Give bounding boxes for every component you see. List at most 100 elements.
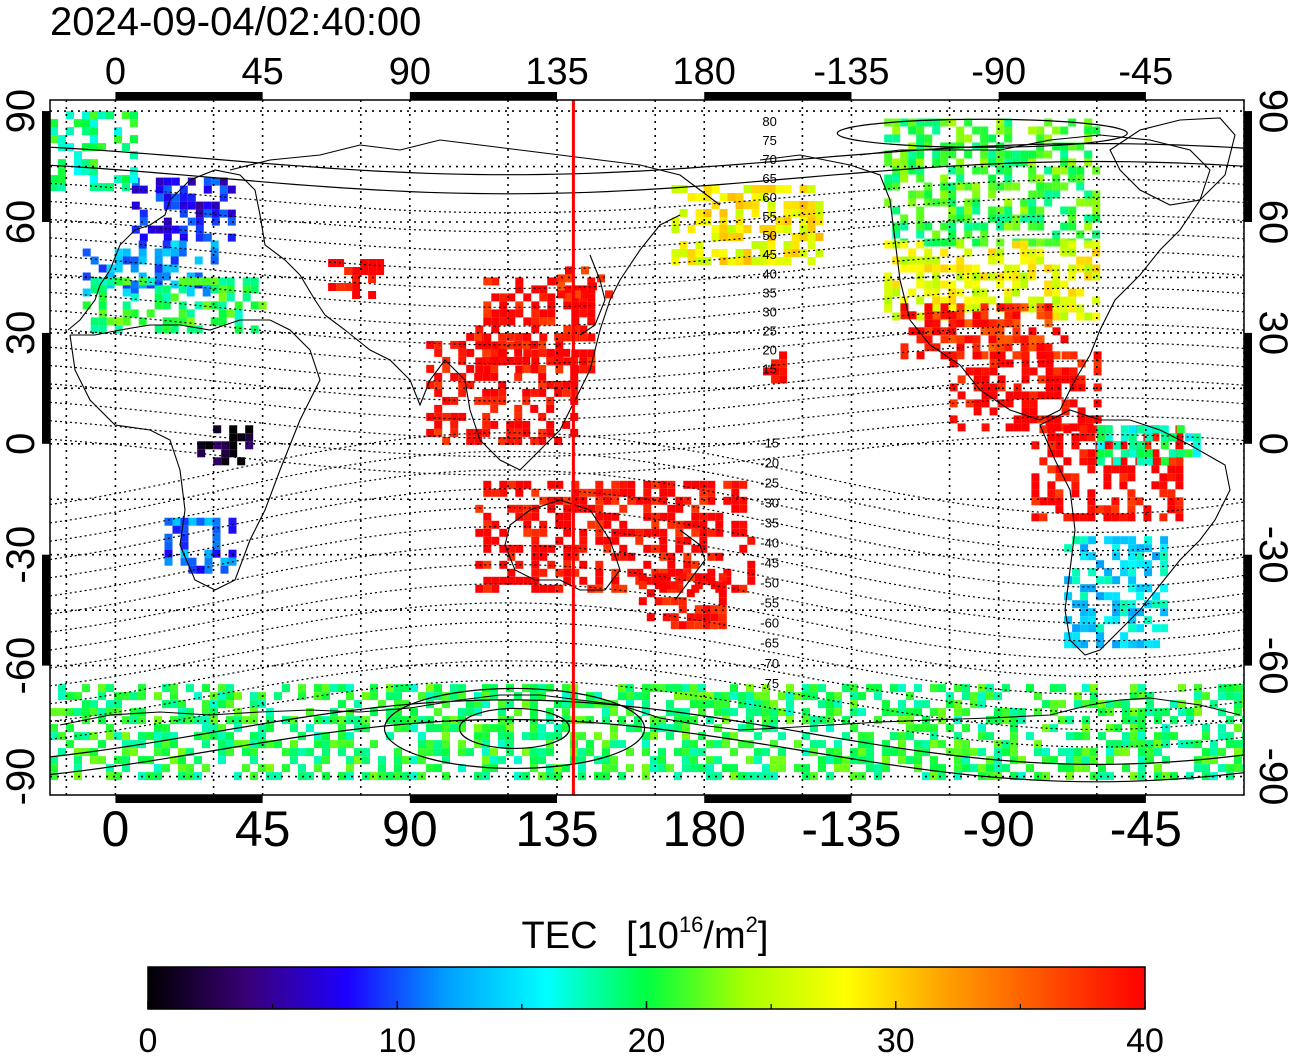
- tec-cell: [1072, 632, 1081, 641]
- tec-cell: [298, 692, 306, 701]
- tec-cell: [972, 311, 981, 320]
- tec-cell: [1111, 505, 1120, 514]
- tec-cell: [1151, 449, 1160, 458]
- tec-cell: [900, 158, 909, 167]
- tec-cell: [539, 520, 548, 529]
- tec-cell: [1170, 732, 1178, 741]
- tec-cell: [186, 684, 194, 693]
- tec-cell: [466, 748, 474, 757]
- tec-cell: [972, 280, 981, 289]
- tec-cell: [1234, 748, 1242, 757]
- tec-cell: [114, 317, 123, 326]
- tec-cell: [1072, 600, 1081, 609]
- tec-cell: [1071, 441, 1080, 450]
- tec-cell: [1146, 692, 1154, 701]
- tec-cell: [1064, 544, 1073, 553]
- tec-cell: [1186, 772, 1194, 781]
- tec-cell: [1063, 425, 1072, 434]
- tec-cell: [1066, 716, 1074, 725]
- tec-cell: [1106, 724, 1114, 733]
- tec-cell: [482, 420, 491, 429]
- tec-cell: [1028, 272, 1037, 281]
- tec-cell: [898, 716, 906, 725]
- lat-tick-label: 0: [0, 433, 43, 455]
- tec-cell: [410, 724, 418, 733]
- tec-cell: [906, 708, 914, 717]
- tec-cell: [1074, 732, 1082, 741]
- tec-cell: [515, 576, 524, 585]
- tec-cell: [1037, 391, 1046, 400]
- tec-cell: [1226, 732, 1234, 741]
- tec-cell: [980, 311, 989, 320]
- tec-cell: [651, 512, 660, 521]
- lat-tick-label: 90: [0, 89, 43, 134]
- tec-cell: [1096, 560, 1105, 569]
- maglat-contour: [50, 563, 1244, 642]
- tec-cell: [746, 708, 754, 717]
- tec-cell: [1186, 740, 1194, 749]
- tec-cell: [1071, 481, 1080, 490]
- tec-cell: [531, 568, 540, 577]
- maglat-label: -55: [760, 596, 779, 611]
- tec-cell: [1044, 166, 1053, 175]
- tec-cell: [1082, 684, 1090, 693]
- tec-cell: [1072, 536, 1081, 545]
- tec-cell: [890, 748, 898, 757]
- tec-cell: [122, 740, 130, 749]
- tec-cell: [996, 303, 1005, 312]
- tec-cell: [964, 248, 973, 257]
- tec-cell: [686, 621, 695, 630]
- tec-cell: [547, 317, 556, 326]
- tec-cell: [546, 748, 554, 757]
- tec-cell: [578, 700, 586, 709]
- tec-cell: [989, 391, 998, 400]
- tec-cell: [965, 367, 974, 376]
- tec-cell: [531, 536, 540, 545]
- tec-cell: [74, 764, 82, 773]
- tec-cell: [195, 217, 204, 226]
- tec-cell: [130, 280, 139, 289]
- tec-cell: [50, 724, 58, 733]
- tec-cell: [619, 480, 628, 489]
- tec-cell: [970, 700, 978, 709]
- tec-cell: [530, 756, 538, 765]
- tec-cell: [719, 233, 728, 241]
- tec-cell: [699, 480, 708, 489]
- tec-cell: [212, 549, 221, 558]
- tec-cell: [691, 528, 700, 537]
- tec-cell: [1053, 367, 1062, 376]
- tec-cell: [996, 142, 1005, 151]
- tec-cell: [711, 225, 720, 233]
- tec-cell: [1082, 764, 1090, 773]
- tec-cell: [619, 552, 628, 561]
- tec-cell: [1087, 505, 1096, 514]
- tec-cell: [691, 520, 700, 529]
- tec-cell: [563, 301, 572, 310]
- tec-cell: [1004, 335, 1013, 344]
- tec-cell: [229, 425, 238, 434]
- tec-cell: [1080, 608, 1089, 617]
- tec-cell: [130, 264, 139, 273]
- tec-cell: [678, 597, 687, 606]
- tec-cell: [683, 552, 692, 561]
- tec-cell: [122, 309, 131, 318]
- tec-cell: [1045, 415, 1054, 424]
- tec-cell: [610, 708, 618, 717]
- tec-cell: [775, 257, 784, 265]
- tec-cell: [1168, 449, 1177, 458]
- tec-cell: [884, 198, 893, 207]
- tec-cell: [1061, 375, 1070, 384]
- tec-cell: [611, 576, 620, 585]
- tec-cell: [718, 613, 727, 622]
- maglat-contour: [50, 660, 1244, 731]
- tec-cell: [82, 127, 90, 136]
- tec-cell: [739, 496, 748, 505]
- tec-cell: [210, 716, 218, 725]
- tec-cell: [579, 576, 588, 585]
- tec-cell: [834, 764, 842, 773]
- tec-cell: [695, 217, 704, 225]
- tec-cell: [538, 748, 546, 757]
- tec-cell: [164, 541, 173, 550]
- tec-cell: [1136, 425, 1145, 434]
- tec-cell: [344, 283, 353, 291]
